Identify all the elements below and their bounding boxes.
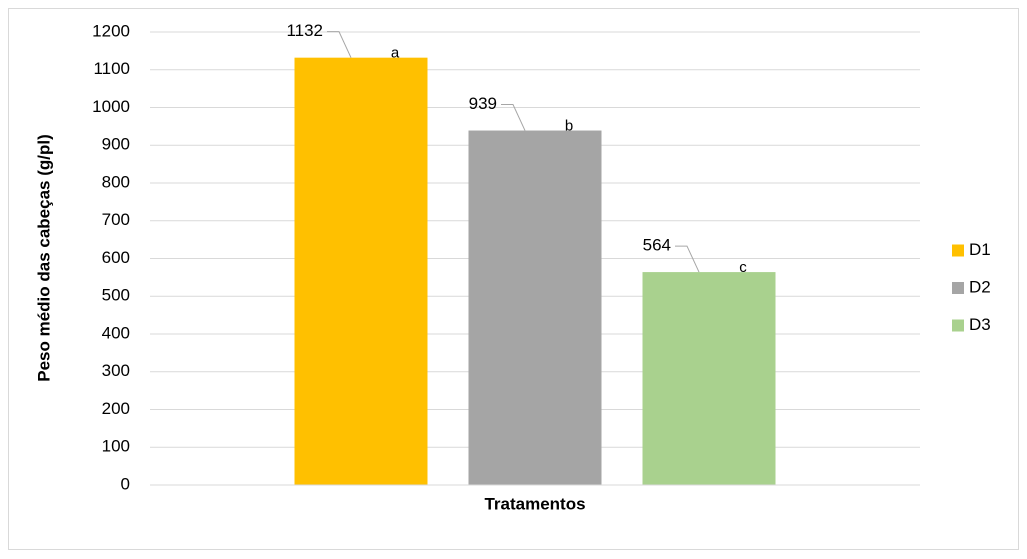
bar — [294, 57, 428, 486]
y-tick-label: 400 — [102, 323, 130, 342]
y-tick-label: 1100 — [93, 59, 130, 78]
y-tick-label: 200 — [102, 399, 130, 418]
bar — [642, 272, 776, 485]
leader-line — [501, 104, 526, 131]
leader-line — [675, 245, 700, 273]
y-tick-label: 1200 — [92, 21, 130, 40]
legend-swatch — [952, 244, 964, 257]
y-tick-label: 600 — [102, 248, 130, 267]
data-label: 939 — [469, 94, 497, 113]
y-tick-label: 100 — [102, 437, 130, 456]
significance-letter: c — [739, 259, 747, 276]
legend-swatch — [952, 282, 964, 294]
bar — [468, 130, 602, 485]
data-label: 1132 — [286, 21, 323, 40]
y-tick-label: 800 — [102, 172, 130, 191]
y-axis-label: Peso médio das cabeças (g/pl) — [34, 134, 53, 382]
legend-label: D2 — [969, 277, 991, 296]
y-tick-label: 500 — [102, 286, 130, 305]
y-tick-label: 900 — [102, 135, 130, 154]
x-axis-label: Tratamentos — [484, 494, 585, 513]
significance-letter: a — [391, 45, 400, 62]
y-tick-label: 700 — [102, 210, 130, 229]
leader-line — [327, 31, 352, 58]
legend-label: D1 — [969, 240, 991, 259]
legend-swatch — [952, 319, 964, 332]
legend-label: D3 — [969, 315, 991, 334]
y-tick-label: 300 — [102, 361, 130, 380]
y-tick-label: 0 — [121, 474, 130, 493]
y-tick-label: 1000 — [92, 97, 130, 116]
data-label: 564 — [643, 236, 671, 255]
significance-letter: b — [565, 117, 573, 134]
